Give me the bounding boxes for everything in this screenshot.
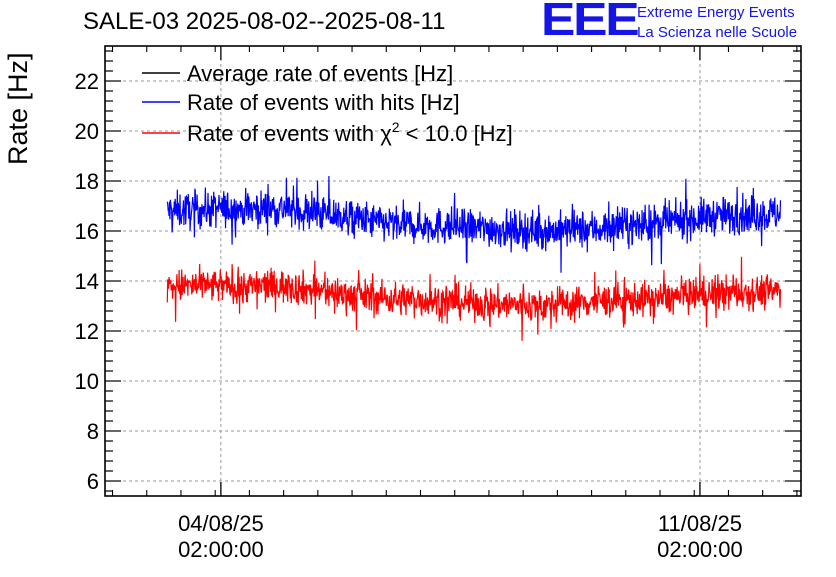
logo-caption-line1: Extreme Energy Events xyxy=(637,4,795,21)
y-axis-label: Rate [Hz] xyxy=(3,52,33,165)
series-line-2 xyxy=(166,256,782,341)
y-tick-label: 22 xyxy=(75,69,99,94)
x-tick-date-label: 11/08/25 xyxy=(658,511,742,536)
logo-caption-line2: La Scienza nelle Scuole xyxy=(637,24,798,41)
y-tick-label: 12 xyxy=(75,319,99,344)
y-tick-label: 14 xyxy=(75,269,99,294)
legend-entry-1: Rate of events with hits [Hz] xyxy=(187,90,460,115)
eee-logo: EEE xyxy=(541,0,640,45)
x-tick-date-label: 04/08/25 xyxy=(178,511,264,536)
y-tick-label: 20 xyxy=(75,119,99,144)
y-tick-label: 16 xyxy=(75,219,99,244)
chart-title: SALE-03 2025-08-02--2025-08-11 xyxy=(83,8,446,35)
y-tick-label: 8 xyxy=(87,419,99,444)
y-tick-label: 6 xyxy=(87,469,99,494)
x-tick-time-label: 02:00:00 xyxy=(657,537,743,562)
y-tick-label: 18 xyxy=(75,169,99,194)
series-line-1 xyxy=(166,175,782,273)
x-tick-time-label: 02:00:00 xyxy=(178,537,264,562)
y-tick-label: 10 xyxy=(75,369,99,394)
legend-entry-2: Rate of events with χ2 < 10.0 [Hz] xyxy=(187,119,513,146)
legend-entry-0: Average rate of events [Hz] xyxy=(187,61,453,86)
